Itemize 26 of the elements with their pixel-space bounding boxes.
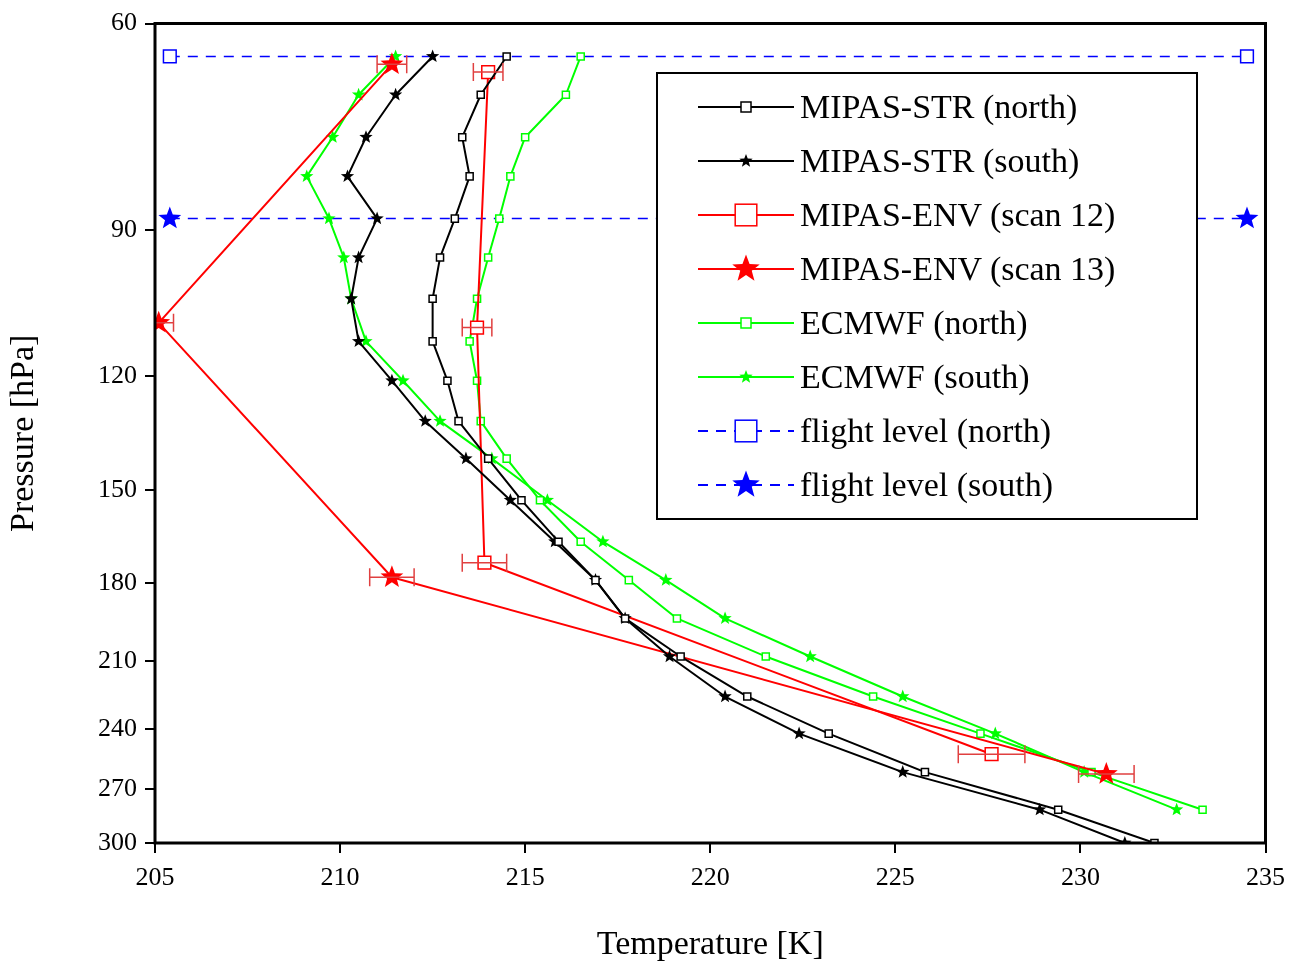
x-tick-label: 210 xyxy=(320,862,360,892)
x-tick-label: 215 xyxy=(505,862,545,892)
legend-label: flight level (north) xyxy=(800,412,1052,450)
y-tick-label: 240 xyxy=(98,713,137,743)
legend-label: MIPAS-ENV (scan 12) xyxy=(800,196,1116,234)
legend-label: flight level (south) xyxy=(800,466,1054,504)
x-axis-title: Temperature [K] xyxy=(596,923,824,961)
y-tick-label: 300 xyxy=(98,826,137,856)
y-tick-label: 120 xyxy=(98,360,137,390)
x-tick-label: 225 xyxy=(875,862,915,892)
x-tick-label: 220 xyxy=(690,862,730,892)
y-axis-title: Pressure [hPa] xyxy=(3,334,41,532)
x-tick-label: 230 xyxy=(1060,862,1100,892)
y-tick-label: 270 xyxy=(98,773,137,803)
x-tick-label: 205 xyxy=(135,862,175,892)
legend-label: ECMWF (north) xyxy=(800,304,1028,342)
legend-label: MIPAS-STR (south) xyxy=(800,142,1080,180)
y-tick-label: 90 xyxy=(111,213,137,243)
y-tick-label: 150 xyxy=(98,473,137,503)
y-tick-label: 180 xyxy=(98,566,137,596)
y-tick-label: 60 xyxy=(111,7,137,37)
y-tick-label: 210 xyxy=(98,645,137,675)
legend-label: ECMWF (south) xyxy=(800,358,1030,396)
x-tick-label: 235 xyxy=(1246,862,1285,892)
legend-label: MIPAS-STR (north) xyxy=(800,88,1078,126)
legend-label: MIPAS-ENV (scan 13) xyxy=(800,250,1116,288)
